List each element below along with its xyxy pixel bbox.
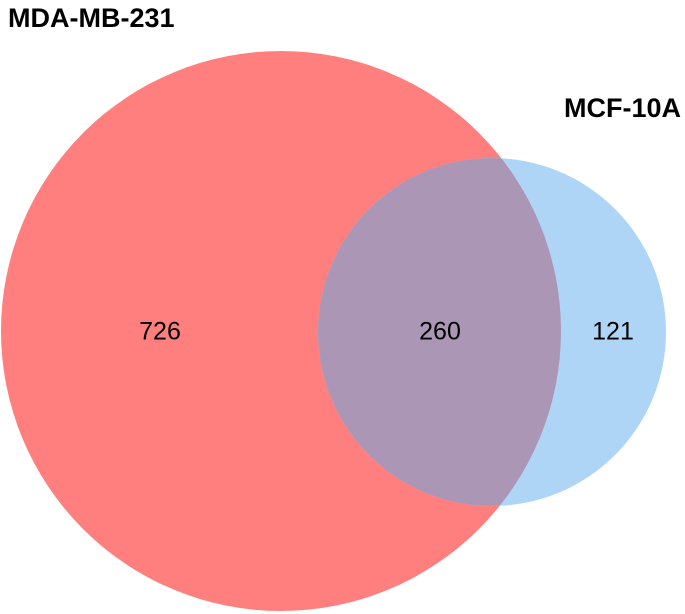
set-label: MCF-10A [564, 93, 681, 123]
region-count: 260 [419, 318, 461, 346]
region-count: 121 [592, 318, 634, 346]
set-label: MDA-MB-231 [8, 3, 175, 33]
region-count: 726 [139, 318, 181, 346]
overlap-region [318, 158, 561, 506]
